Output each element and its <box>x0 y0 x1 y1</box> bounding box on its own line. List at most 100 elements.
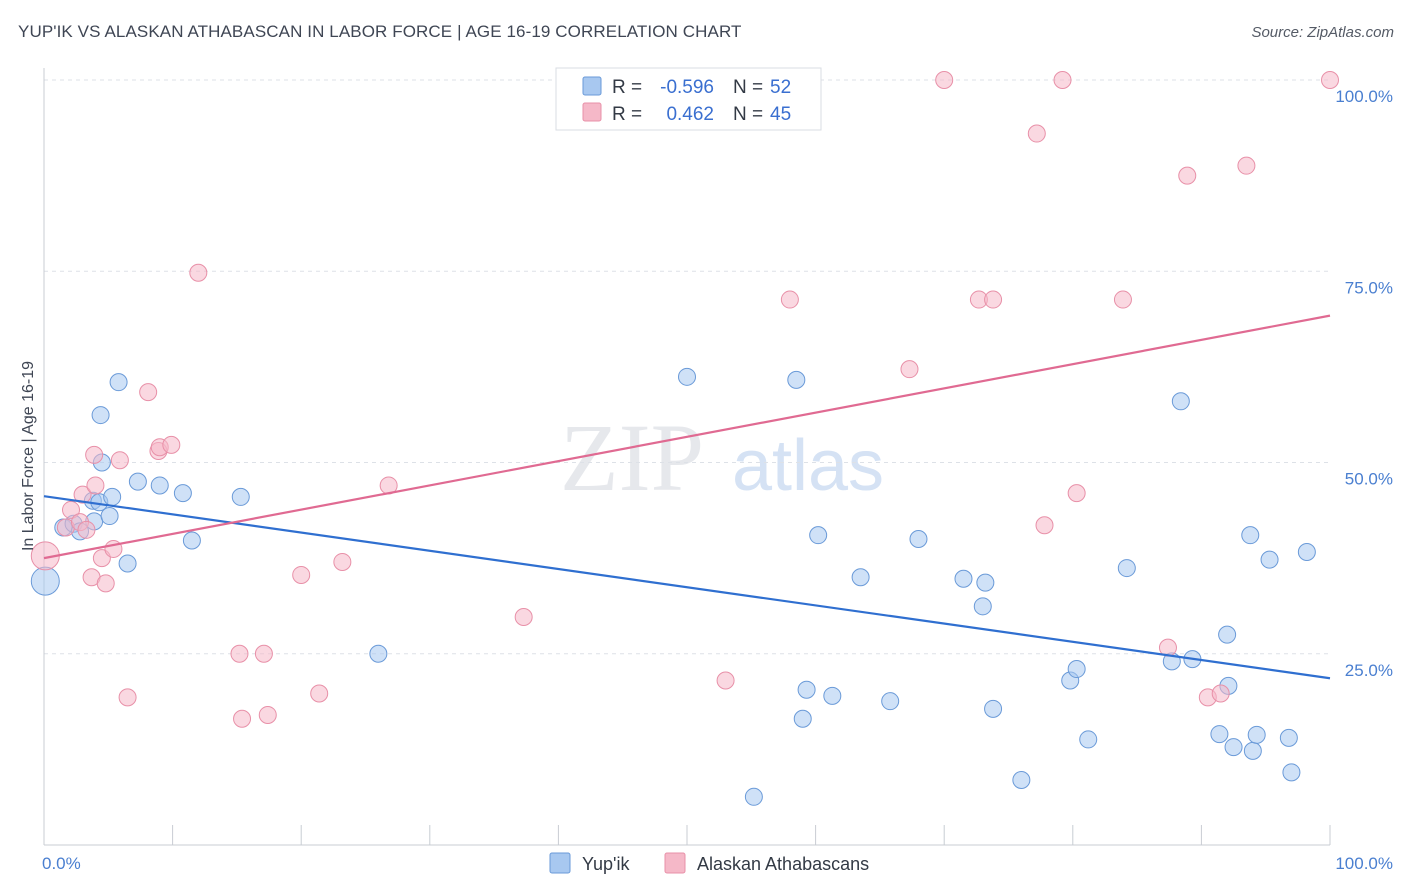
point-series-1-28 <box>716 671 735 690</box>
point-series-1-35 <box>1035 516 1054 535</box>
point-series-0-23 <box>797 680 816 699</box>
point-series-1-22 <box>258 705 277 724</box>
chart-title: YUP'IK VS ALASKAN ATHABASCAN IN LABOR FO… <box>18 22 742 41</box>
point-series-1-31 <box>935 71 954 89</box>
legend-r-label-athabascan: R = <box>612 104 642 125</box>
point-series-0-37 <box>1117 559 1136 578</box>
point-series-0-31 <box>976 573 995 592</box>
legend-n-label-yupik: N = <box>733 77 763 98</box>
point-series-0-14 <box>150 476 169 495</box>
point-series-0-51 <box>1297 543 1316 562</box>
point-series-0-10 <box>103 487 122 506</box>
point-series-1-17 <box>162 435 181 454</box>
series-legend: Yup'ik Alaskan Athabascans <box>549 852 869 874</box>
point-series-0-12 <box>118 554 137 573</box>
legend-r-label-yupik: R = <box>612 77 642 98</box>
point-series-0-20 <box>744 787 763 806</box>
y-axis-title: In Labor Force | Age 16-19 <box>20 361 37 551</box>
trend-line-series-0 <box>43 495 1331 680</box>
point-series-0-24 <box>809 526 828 545</box>
point-series-0-21 <box>787 370 806 389</box>
point-series-1-5 <box>77 520 96 539</box>
point-series-1-40 <box>1178 166 1197 185</box>
point-series-0-9 <box>100 507 119 526</box>
trend-lines <box>43 314 1331 680</box>
point-series-0-30 <box>973 597 992 616</box>
point-series-1-24 <box>310 684 329 703</box>
point-series-0-15 <box>173 484 192 503</box>
legend-swatch-athabascan <box>582 102 602 122</box>
x-tick-labels: 0.0% 100.0% <box>42 854 1393 873</box>
legend-n-value-athabascan: 45 <box>770 104 791 125</box>
point-series-0-16 <box>182 531 201 550</box>
point-series-0-29 <box>954 569 973 588</box>
point-series-1-4 <box>73 485 92 504</box>
point-series-0-44 <box>1224 738 1243 757</box>
gridlines <box>44 79 1330 655</box>
point-series-1-27 <box>514 608 533 627</box>
legend-r-value-yupik: -0.596 <box>660 77 714 98</box>
point-series-1-38 <box>1113 290 1132 309</box>
point-series-1-21 <box>254 644 273 663</box>
point-series-1-13 <box>118 688 137 707</box>
point-series-0-47 <box>1247 725 1266 744</box>
point-series-0-22 <box>793 709 812 728</box>
point-series-1-12 <box>110 451 129 470</box>
legend-r-value-athabascan: 0.462 <box>666 104 714 125</box>
point-series-0-18 <box>369 644 388 663</box>
watermark-atlas: atlas <box>732 426 884 506</box>
point-series-1-14 <box>139 383 158 402</box>
point-series-1-43 <box>1237 156 1256 175</box>
bottom-legend-swatch-yupik <box>549 852 571 874</box>
watermark-zip: ZIP <box>560 404 704 511</box>
point-series-1-25 <box>333 552 352 571</box>
point-series-0-13 <box>128 472 147 491</box>
point-series-0-39 <box>1171 392 1190 411</box>
point-series-0-0 <box>30 566 60 596</box>
point-series-1-18 <box>189 263 208 282</box>
point-series-0-33 <box>1012 770 1031 789</box>
point-series-1-29 <box>780 290 799 309</box>
point-series-1-30 <box>900 360 919 379</box>
point-series-1-33 <box>984 290 1003 309</box>
point-series-0-42 <box>1218 625 1237 644</box>
point-series-0-49 <box>1279 728 1298 747</box>
point-series-0-36 <box>1079 730 1098 749</box>
point-series-1-19 <box>230 644 249 663</box>
y-tick-label-1: 75.0% <box>1345 278 1393 297</box>
point-series-0-32 <box>984 699 1003 718</box>
y-tick-labels: 100.0% 75.0% 50.0% 25.0% <box>1335 87 1393 680</box>
point-series-0-48 <box>1260 550 1279 569</box>
point-series-1-2 <box>62 500 81 519</box>
y-tick-label-2: 50.0% <box>1345 470 1393 489</box>
point-series-0-50 <box>1282 763 1301 782</box>
bottom-legend-swatch-athabascan <box>664 852 686 874</box>
point-series-1-36 <box>1053 71 1072 89</box>
bottom-legend-label-athabascan: Alaskan Athabascans <box>697 854 869 874</box>
point-series-1-37 <box>1067 484 1086 503</box>
y-tick-label-3: 25.0% <box>1345 661 1393 680</box>
point-series-0-46 <box>1243 741 1262 760</box>
point-series-1-34 <box>1027 124 1046 143</box>
x-tick-label-0: 0.0% <box>42 854 81 873</box>
point-series-0-35 <box>1067 660 1086 679</box>
point-series-1-42 <box>1211 684 1230 703</box>
point-series-0-17 <box>231 487 250 506</box>
point-series-0-19 <box>678 367 696 386</box>
correlation-legend: R = -0.596 N = 52 R = 0.462 N = 45 <box>555 67 822 131</box>
point-series-0-28 <box>909 530 928 548</box>
point-series-1-10 <box>96 574 115 593</box>
bottom-legend-label-yupik: Yup'ik <box>582 854 630 874</box>
point-series-0-45 <box>1241 526 1260 545</box>
point-series-0-41 <box>1210 725 1229 744</box>
x-tick-label-1: 100.0% <box>1335 854 1393 873</box>
legend-n-value-yupik: 52 <box>770 77 791 98</box>
trend-line-series-1 <box>43 314 1331 560</box>
point-series-0-7 <box>91 406 110 425</box>
axes <box>43 68 1331 846</box>
legend-swatch-yupik <box>582 76 602 96</box>
point-series-1-20 <box>233 709 252 728</box>
point-series-1-44 <box>1321 71 1339 89</box>
point-series-1-7 <box>85 445 104 464</box>
